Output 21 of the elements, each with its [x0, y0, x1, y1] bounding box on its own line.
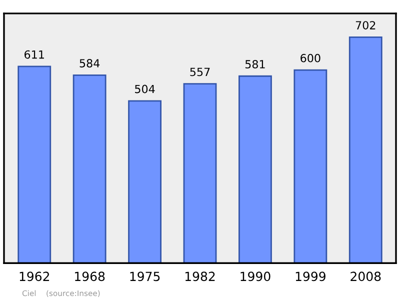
x-tick-label: 1982 [185, 272, 215, 282]
data-label: 504 [135, 84, 155, 94]
x-tick-label: 1962 [20, 272, 50, 282]
data-label: 581 [245, 60, 265, 68]
x-tick-label: 1999 [296, 272, 326, 282]
bar [348, 36, 382, 264]
data-label: 584 [80, 59, 100, 68]
x-tick-label: 1990 [240, 272, 270, 282]
bar [128, 100, 162, 264]
bar [18, 66, 52, 264]
data-label: 557 [190, 68, 210, 76]
bar [294, 69, 328, 264]
x-tick-label: 1975 [130, 272, 160, 282]
x-tick-label: 1968 [75, 272, 105, 282]
data-label: 600 [300, 54, 320, 62]
data-label: 702 [356, 21, 376, 30]
bar [72, 74, 106, 264]
x-tick-label: 2008 [350, 272, 381, 282]
data-label: 611 [24, 50, 44, 59]
bar [183, 83, 217, 264]
bar [238, 75, 272, 264]
